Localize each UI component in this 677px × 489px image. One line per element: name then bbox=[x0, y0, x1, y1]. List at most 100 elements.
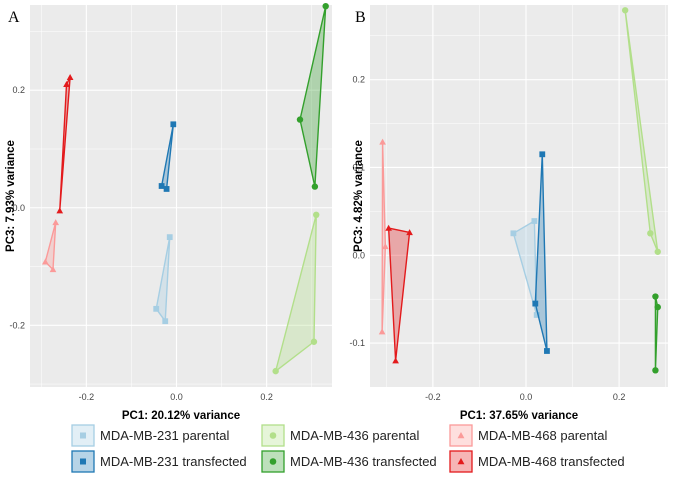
group-hull-mda468_parental bbox=[381, 141, 387, 333]
y-tick-label: 0.2 bbox=[352, 75, 365, 85]
legend-item-mda231-parental: MDA-MB-231 parental bbox=[71, 424, 229, 447]
circle-marker bbox=[269, 432, 277, 439]
data-point-mda436_parental bbox=[654, 248, 661, 255]
legend-label-mda468-transfected: MDA-MB-468 transfected bbox=[478, 454, 625, 469]
data-point-mda436_parental bbox=[313, 211, 320, 219]
data-point-mda231_parental bbox=[162, 318, 169, 325]
data-point-mda468_parental bbox=[49, 266, 57, 273]
group-hull-mda436_transfected bbox=[299, 5, 327, 188]
data-point-mda468_parental bbox=[379, 138, 386, 145]
data-point-mda436_transfected bbox=[652, 293, 659, 300]
x-tick-label: 0.2 bbox=[260, 392, 273, 402]
circle-marker bbox=[269, 458, 277, 465]
data-point-mda231_parental bbox=[153, 305, 160, 312]
data-point-mda231_parental bbox=[531, 218, 538, 224]
circle-icon bbox=[269, 432, 277, 439]
legend-label-mda231-parental: MDA-MB-231 parental bbox=[100, 428, 229, 443]
group-hull-mda231_parental bbox=[512, 220, 538, 316]
legend-item-mda436-parental: MDA-MB-436 parental bbox=[261, 424, 419, 447]
square-marker bbox=[80, 432, 86, 439]
data-point-mda468_parental bbox=[382, 243, 389, 250]
triangle-marker bbox=[457, 458, 465, 465]
data-point-mda231_transfected bbox=[544, 348, 550, 354]
data-point-mda468_transfected bbox=[392, 357, 399, 364]
panel-a: A -0.2 0.0 0.2 -0.2 0.0 0.2 PC1: 20.12% varia… bbox=[5, 2, 332, 422]
y-tick-label: -0.1 bbox=[349, 338, 365, 348]
data-point-mda231_transfected bbox=[532, 300, 539, 307]
x-tick-label: 0.0 bbox=[520, 392, 533, 402]
data-point-mda436_transfected bbox=[654, 303, 661, 311]
panel-b-label: B bbox=[355, 9, 366, 26]
y-tick-label: 0.1 bbox=[352, 162, 365, 172]
group-hull-mda468_parental bbox=[44, 221, 57, 271]
data-point-mda436_parental bbox=[647, 230, 654, 237]
square-marker bbox=[80, 458, 86, 465]
data-point-mda436_transfected bbox=[322, 2, 329, 10]
panel-b-x-axis-title: PC1: 37.65% variance bbox=[460, 410, 578, 422]
group-hull-mda436_parental bbox=[274, 214, 317, 372]
legend-item-mda468-transfected: MDA-MB-468 transfected bbox=[449, 450, 625, 473]
data-point-mda231_transfected bbox=[158, 183, 165, 189]
panel-a-x-axis-title: PC1: 20.12% variance bbox=[122, 410, 240, 422]
panel-a-label: A bbox=[8, 9, 20, 26]
panel-b-gridlines bbox=[370, 5, 668, 387]
data-point-mda468_transfected bbox=[406, 229, 413, 236]
square-icon bbox=[80, 432, 86, 439]
data-point-mda231_parental bbox=[533, 312, 540, 318]
group-hull-mda468_transfected bbox=[387, 227, 411, 362]
triangle-icon bbox=[457, 432, 465, 439]
data-point-mda468_parental bbox=[41, 258, 49, 265]
group-hull-mda436_transfected bbox=[654, 295, 659, 372]
data-point-mda231_parental bbox=[166, 234, 173, 241]
x-tick-label: -0.2 bbox=[79, 392, 95, 402]
data-point-mda468_parental bbox=[378, 328, 386, 335]
data-point-mda436_parental bbox=[310, 338, 318, 345]
panel-b-marks bbox=[378, 7, 661, 374]
data-point-mda436_parental bbox=[621, 7, 629, 14]
data-point-mda231_transfected bbox=[163, 186, 170, 192]
y-tick-label: 0.0 bbox=[352, 250, 365, 260]
data-point-mda468_transfected bbox=[385, 224, 392, 231]
x-tick-label: -0.2 bbox=[425, 392, 441, 402]
legend-item-mda468-parental: MDA-MB-468 parental bbox=[449, 424, 607, 447]
panel-b-y-axis-title: PC3: 4.82% variance bbox=[353, 140, 365, 252]
data-point-mda436_transfected bbox=[652, 367, 659, 374]
panel-a-tick-labels: -0.2 0.0 0.2 -0.2 0.0 0.2 bbox=[9, 85, 272, 402]
y-tick-label: -0.2 bbox=[9, 320, 25, 330]
panel-a-plot-area bbox=[30, 5, 332, 387]
group-hull-mda231_transfected bbox=[534, 153, 548, 352]
circle-icon bbox=[269, 458, 277, 465]
panel-a-gridlines bbox=[30, 5, 332, 387]
group-hull-mda468_transfected bbox=[59, 76, 71, 212]
legend-label-mda468-parental: MDA-MB-468 parental bbox=[478, 428, 607, 443]
data-point-mda468_transfected bbox=[56, 207, 64, 214]
data-point-mda468_transfected bbox=[63, 81, 70, 88]
data-point-mda231_transfected bbox=[539, 151, 546, 158]
y-tick-label: 0.0 bbox=[12, 203, 25, 213]
legend-label-mda436-transfected: MDA-MB-436 transfected bbox=[290, 454, 437, 469]
group-hull-mda436_parental bbox=[624, 9, 659, 253]
legend: MDA-MB-231 parental MDA-MB-436 parental … bbox=[71, 424, 625, 473]
square-icon bbox=[80, 458, 86, 465]
legend-label-mda231-transfected: MDA-MB-231 transfected bbox=[100, 454, 247, 469]
panel-a-marks bbox=[41, 2, 329, 375]
group-hull-mda231_parental bbox=[155, 236, 171, 322]
data-point-mda231_parental bbox=[510, 230, 517, 237]
panel-b-tick-labels: -0.2 0.0 0.2 -0.1 0.0 0.1 0.2 bbox=[349, 75, 625, 402]
data-point-mda436_transfected bbox=[311, 183, 319, 190]
data-point-mda231_transfected bbox=[170, 121, 177, 128]
legend-item-mda231-transfected: MDA-MB-231 transfected bbox=[71, 450, 247, 473]
legend-label-mda436-parental: MDA-MB-436 parental bbox=[290, 428, 419, 443]
legend-item-mda436-transfected: MDA-MB-436 transfected bbox=[261, 450, 437, 473]
triangle-marker bbox=[457, 432, 465, 439]
panel-b: B -0.2 0.0 0.2 -0.1 0.0 0.1 0.2 PC1: 37.65% va… bbox=[349, 5, 668, 422]
panel-b-plot-area bbox=[370, 5, 668, 387]
data-point-mda468_transfected bbox=[66, 73, 74, 80]
data-point-mda436_parental bbox=[272, 367, 279, 375]
x-tick-label: 0.0 bbox=[170, 392, 183, 402]
data-point-mda436_transfected bbox=[296, 116, 304, 123]
data-point-mda468_parental bbox=[52, 219, 60, 226]
x-tick-label: 0.2 bbox=[613, 392, 626, 402]
panel-a-y-axis-title: PC3: 7.93% variance bbox=[5, 140, 17, 252]
